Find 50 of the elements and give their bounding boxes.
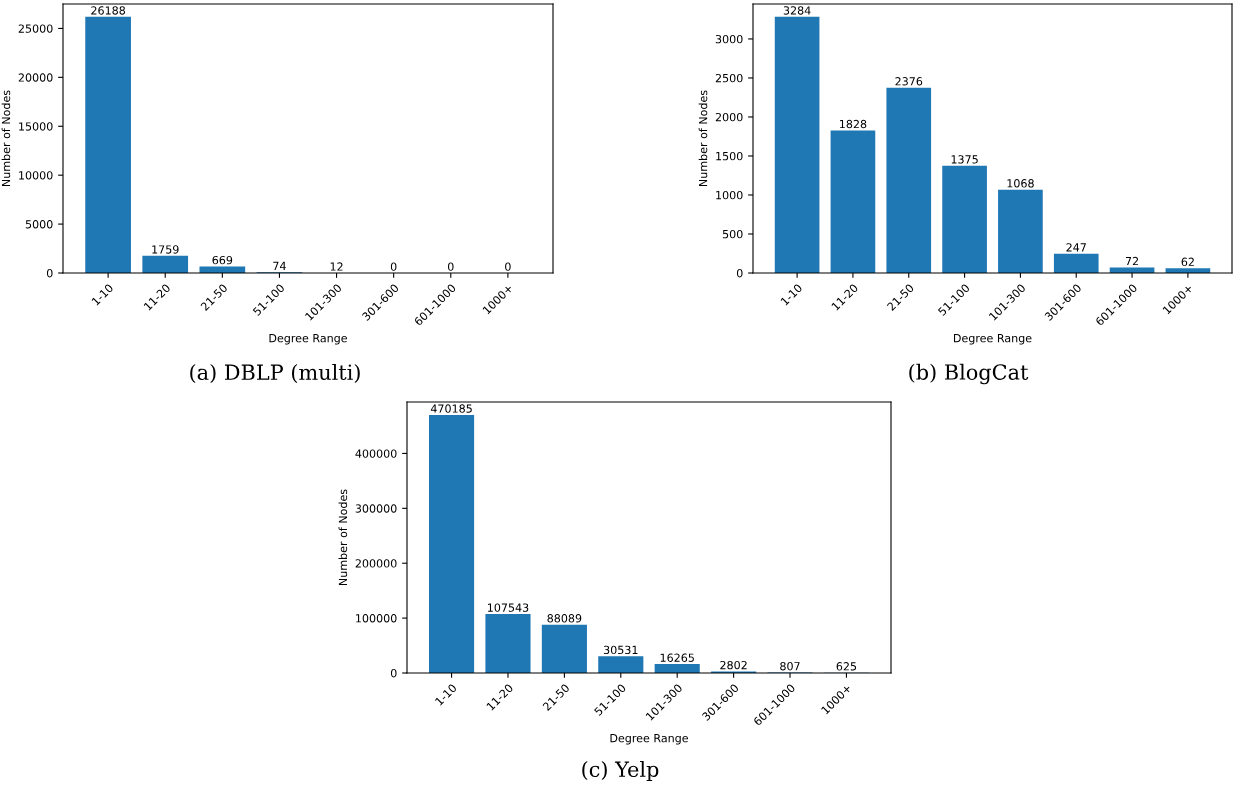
y-tick-label: 100000 — [356, 614, 397, 623]
data-label: 16265 — [660, 653, 694, 662]
data-label: 26188 — [91, 6, 126, 15]
y-tick-label: 400000 — [355, 449, 397, 458]
text: (b) BlogCat — [909, 363, 1029, 385]
data-label: 30531 — [603, 645, 638, 655]
y-tick-label: 1000 — [716, 190, 743, 200]
data-label: 2802 — [720, 660, 747, 670]
data-label: 0 — [447, 262, 454, 271]
y-axis-title: Number of Nodes — [1, 90, 11, 187]
data-label: 1759 — [152, 245, 179, 254]
data-label: 2376 — [895, 77, 923, 86]
y-tick-label: 15000 — [19, 122, 53, 131]
y-axis-title: Number of Nodes — [698, 90, 708, 187]
data-label: 470185 — [430, 404, 472, 413]
data-label: 3284 — [783, 6, 811, 15]
data-label: 74 — [273, 261, 286, 270]
y-tick-label: 0 — [736, 268, 743, 278]
data-label: 72 — [1125, 256, 1139, 266]
data-label: 1375 — [951, 155, 978, 164]
y-tick-label: 10000 — [19, 171, 53, 180]
y-tick-label: 25000 — [18, 24, 53, 33]
x-axis-title: Degree Range — [269, 334, 347, 345]
y-tick-label: 0 — [46, 268, 53, 278]
data-label: 625 — [836, 662, 857, 671]
y-axis-title: Number of Nodes — [338, 489, 348, 586]
y-tick-label: 300000 — [355, 504, 397, 513]
data-label: 1828 — [840, 119, 867, 129]
y-tick-label: 500 — [722, 229, 743, 239]
x-axis-title: Degree Range — [954, 334, 1032, 345]
y-tick-label: 2000 — [715, 112, 743, 122]
y-tick-label: 1500 — [716, 151, 743, 161]
y-tick-label: 2500 — [715, 73, 743, 83]
x-axis-title: Degree Range — [610, 734, 688, 745]
data-label: 0 — [505, 262, 511, 271]
data-label: 807 — [780, 662, 800, 671]
data-label: 669 — [212, 255, 233, 265]
data-label: 88089 — [547, 614, 582, 623]
data-label: 1068 — [1007, 179, 1034, 188]
y-tick-label: 200000 — [355, 559, 397, 568]
y-tick-label: 3000 — [715, 34, 743, 44]
y-tick-label: 20000 — [18, 73, 53, 82]
text: (a) DBLP (multi) — [190, 363, 360, 383]
data-label: 107543 — [487, 603, 529, 612]
data-label: 62 — [1181, 257, 1194, 267]
text: (c) Yelp — [582, 760, 659, 782]
y-tick-label: 5000 — [25, 220, 53, 229]
y-tick-label: 0 — [390, 668, 397, 678]
data-label: 247 — [1066, 243, 1086, 252]
data-label: 12 — [330, 262, 343, 271]
